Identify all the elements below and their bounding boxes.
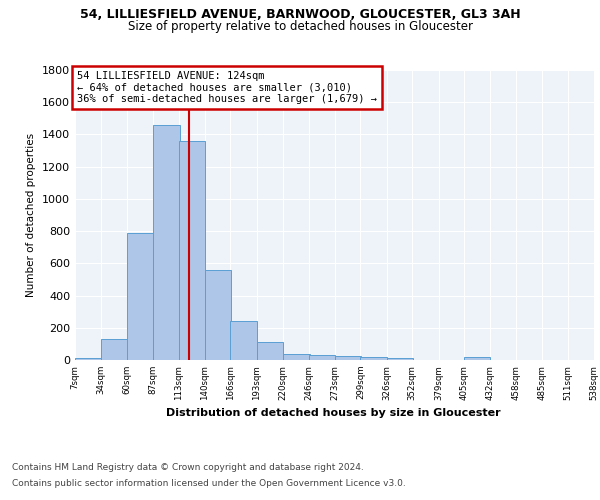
Bar [127, 232, 153, 360]
Text: 54 LILLIESFIELD AVENUE: 124sqm
← 64% of detached houses are smaller (3,010)
36% : 54 LILLIESFIELD AVENUE: 124sqm ← 64% of … [77, 71, 377, 104]
Text: Contains public sector information licensed under the Open Government Licence v3: Contains public sector information licen… [12, 479, 406, 488]
Text: Distribution of detached houses by size in Gloucester: Distribution of detached houses by size … [166, 408, 500, 418]
Y-axis label: Number of detached properties: Number of detached properties [26, 133, 37, 297]
Bar [179, 141, 205, 360]
Text: 54, LILLIESFIELD AVENUE, BARNWOOD, GLOUCESTER, GL3 3AH: 54, LILLIESFIELD AVENUE, BARNWOOD, GLOUC… [80, 8, 520, 20]
Bar [230, 320, 257, 360]
Bar [464, 357, 490, 360]
Bar [257, 342, 283, 360]
Bar [308, 356, 335, 360]
Text: Size of property relative to detached houses in Gloucester: Size of property relative to detached ho… [128, 20, 473, 33]
Bar [153, 125, 179, 360]
Bar [283, 354, 310, 360]
Text: Contains HM Land Registry data © Crown copyright and database right 2024.: Contains HM Land Registry data © Crown c… [12, 462, 364, 471]
Bar [335, 356, 361, 360]
Bar [361, 357, 387, 360]
Bar [75, 358, 101, 360]
Bar [101, 339, 128, 360]
Bar [387, 358, 413, 360]
Bar [205, 270, 232, 360]
